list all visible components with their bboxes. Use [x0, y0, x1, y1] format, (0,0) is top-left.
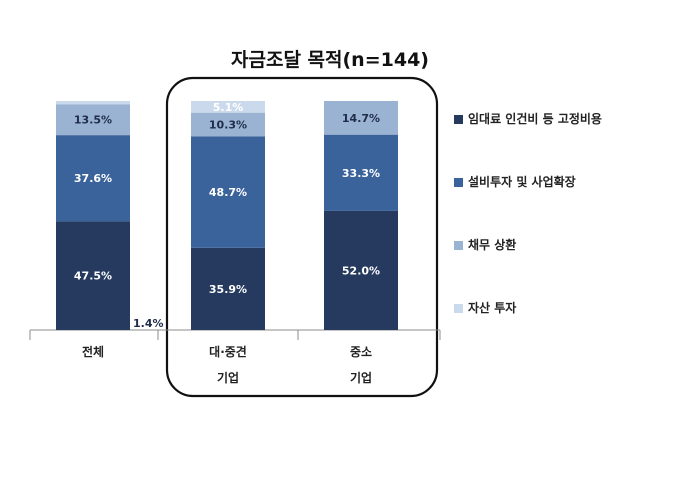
bar-segment: [191, 136, 265, 248]
bar-segment: [56, 104, 130, 136]
legend-swatch: [454, 115, 463, 124]
legend-swatch: [454, 241, 463, 250]
data-label: 37.6%: [74, 172, 112, 185]
legend-label: 자산 투자: [468, 300, 516, 315]
bar-segment: [324, 210, 398, 330]
data-label: 14.7%: [342, 112, 380, 125]
category-label: 기업: [350, 370, 372, 385]
legend-swatch: [454, 304, 463, 313]
category-label: 기업: [217, 370, 239, 385]
data-label: 48.7%: [209, 186, 247, 199]
bar-segment: [324, 134, 398, 211]
bar-segment: [56, 221, 130, 330]
data-label: 52.0%: [342, 264, 380, 277]
category-label: 전체: [82, 344, 104, 359]
legend-label: 설비투자 및 사업확장: [468, 174, 576, 189]
bar-segment: [191, 247, 265, 330]
data-label: 13.5%: [74, 114, 112, 127]
category-label: 대·중견: [209, 344, 247, 359]
data-label: 1.4%: [133, 317, 164, 330]
legend-swatch: [454, 178, 463, 187]
category-label: 중소: [350, 345, 372, 359]
data-label: 47.5%: [74, 270, 112, 283]
data-label: 10.3%: [209, 118, 247, 131]
highlight-box: [165, 76, 439, 398]
legend-label: 임대료 인건비 등 고정비용: [468, 111, 602, 126]
chart-title: 자금조달 목적(n=144): [231, 49, 429, 71]
data-label: 33.3%: [342, 167, 380, 180]
data-label: 35.9%: [209, 283, 247, 296]
bar-segment: [324, 101, 398, 135]
bar-segment: [191, 101, 265, 113]
legend-label: 채무 상환: [468, 237, 516, 252]
data-label: 5.1%: [213, 101, 244, 114]
bar-segment: [56, 135, 130, 222]
bar-segment: [56, 101, 130, 105]
bar-segment: [191, 112, 265, 137]
